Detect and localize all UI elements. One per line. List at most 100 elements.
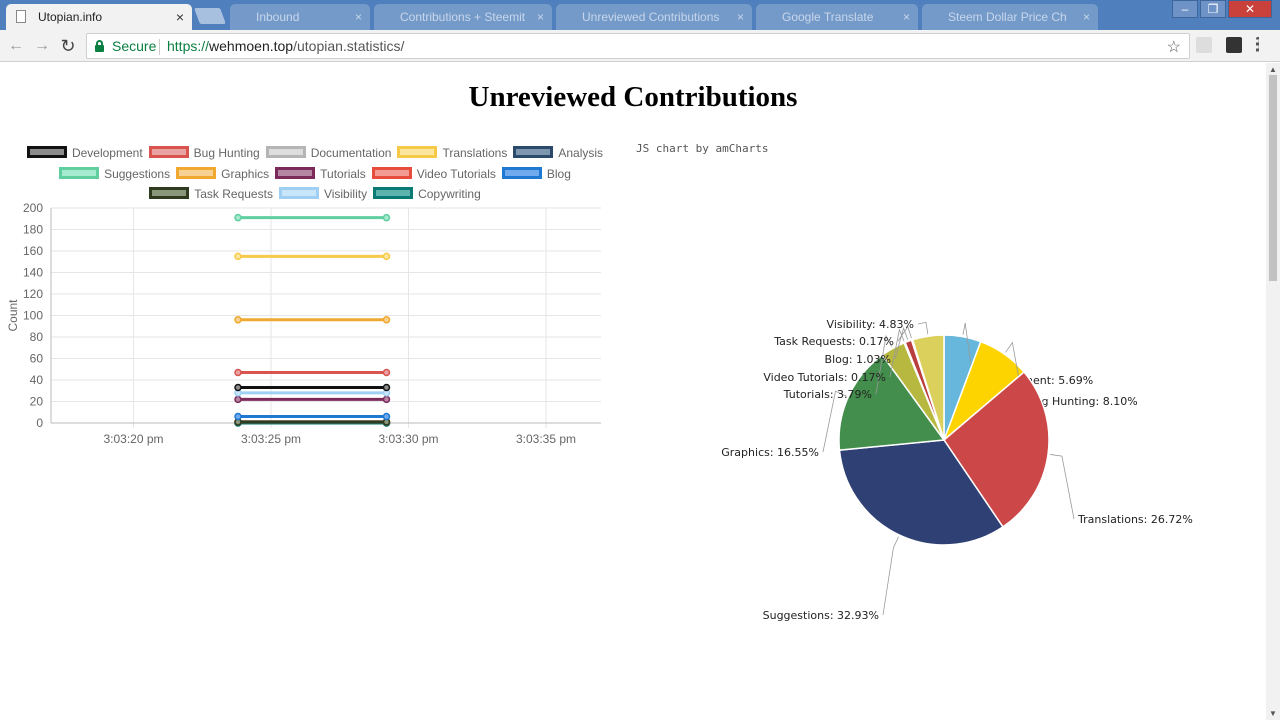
legend-item[interactable]: Blog — [501, 164, 571, 185]
legend-item[interactable]: Graphics — [176, 164, 269, 185]
data-point[interactable] — [234, 368, 242, 377]
chart-credit[interactable]: JS chart by amCharts — [636, 142, 769, 155]
page-scrollbar[interactable]: ▲ ▼ — [1266, 63, 1280, 720]
data-point[interactable] — [234, 316, 242, 324]
legend-item[interactable]: Analysis — [513, 143, 603, 164]
extension-icon[interactable] — [1196, 37, 1212, 53]
close-tab-icon[interactable]: × — [354, 10, 362, 24]
tab-background-3[interactable]: Unreviewed Contributions × — [556, 4, 752, 30]
page-content: Unreviewed Contributions Development Bug … — [0, 63, 1266, 720]
pie-slice[interactable] — [911, 334, 945, 441]
pie-slice[interactable] — [943, 370, 1050, 528]
y-tick-label: 0 — [36, 416, 43, 430]
pie-label-connector — [917, 321, 929, 335]
close-tab-icon[interactable]: × — [902, 10, 910, 24]
pie-slice[interactable] — [838, 353, 946, 451]
scrollbar-thumb[interactable] — [1269, 75, 1277, 281]
close-tab-icon[interactable]: × — [1082, 10, 1090, 24]
data-point[interactable] — [234, 213, 242, 222]
legend-label: Copywriting — [418, 187, 481, 201]
data-point[interactable] — [234, 395, 242, 404]
data-point[interactable] — [382, 213, 391, 222]
legend-item[interactable]: Translations — [397, 143, 507, 164]
tab-background-5[interactable]: Steem Dollar Price Ch × — [922, 4, 1098, 30]
bookmark-star-icon[interactable]: ☆ — [1166, 39, 1181, 56]
legend-item[interactable]: Tutorials — [275, 164, 366, 185]
legend-swatch — [373, 187, 414, 199]
data-point[interactable] — [382, 252, 391, 261]
legend-label: Video Tutorials — [416, 166, 496, 181]
legend-item[interactable]: Video Tutorials — [371, 164, 496, 185]
legend-item[interactable]: Suggestions — [59, 164, 170, 185]
url-scheme: https:// — [167, 38, 210, 54]
legend-swatch — [265, 146, 306, 158]
data-point[interactable] — [234, 252, 242, 261]
pie-slice-label: Visibility: 4.83% — [827, 318, 914, 331]
lock-icon — [95, 40, 104, 52]
y-tick-label: 80 — [30, 330, 44, 344]
legend-item[interactable]: Copywriting — [373, 184, 481, 205]
tab-utopian[interactable]: Utopian.info × — [6, 4, 192, 30]
data-point[interactable] — [382, 395, 391, 404]
data-point[interactable] — [382, 383, 391, 392]
scroll-up-icon[interactable]: ▲ — [1269, 65, 1277, 74]
y-tick-label: 200 — [23, 201, 43, 215]
close-window-button[interactable]: ✕ — [1228, 0, 1272, 18]
data-point[interactable] — [234, 383, 242, 392]
minimize-button[interactable]: ‒ — [1172, 0, 1198, 18]
forward-button[interactable]: → — [34, 37, 50, 54]
x-tick-label: 3:03:25 pm — [241, 432, 301, 446]
legend-item[interactable]: Visibility — [278, 184, 368, 205]
menu-icon[interactable] — [1256, 37, 1262, 53]
pie-slice-label: Task Requests: 0.17% — [773, 335, 894, 348]
y-tick-label: 60 — [30, 352, 44, 366]
legend-label: Visibility — [323, 187, 368, 201]
tab-background-2[interactable]: Contributions + Steemit × — [374, 4, 552, 30]
close-tab-icon[interactable]: × — [175, 9, 184, 25]
y-tick-label: 20 — [30, 395, 44, 409]
tab-background-1[interactable]: Inbound × — [230, 4, 370, 30]
legend-swatch — [501, 166, 542, 179]
pie-chart: Development: 5.69%Bug Hunting: 8.10%Tran… — [721, 318, 1193, 622]
y-tick-label: 140 — [23, 266, 43, 280]
url-text[interactable]: https://wehmoen.top/utopian.statistics/ — [167, 38, 404, 54]
legend-swatch — [513, 146, 554, 158]
data-point[interactable] — [382, 316, 391, 324]
back-button[interactable]: ← — [8, 37, 24, 54]
legend-label: Blog — [546, 166, 571, 181]
tab-background-4[interactable]: Google Translate × — [756, 4, 918, 30]
data-point[interactable] — [382, 412, 391, 421]
tab-title: Inbound — [256, 10, 300, 24]
scroll-down-icon[interactable]: ▼ — [1269, 709, 1277, 718]
browser-toolbar: ← → ↻ Secure https://wehmoen.top/utopian… — [0, 30, 1280, 62]
window-controls: ‒ ❐ ✕ — [1172, 0, 1272, 20]
legend-item[interactable]: Development — [26, 143, 143, 164]
y-tick-label: 180 — [23, 223, 43, 237]
tab-title: Contributions + Steemit — [400, 10, 526, 24]
new-tab-button[interactable] — [194, 8, 226, 24]
pie-slice[interactable] — [838, 439, 1004, 546]
page-title: Unreviewed Contributions — [468, 81, 798, 113]
extension-icon[interactable] — [1226, 37, 1242, 53]
y-tick-label: 160 — [23, 244, 43, 258]
reload-button[interactable]: ↻ — [60, 36, 76, 56]
legend-swatch — [148, 146, 189, 158]
legend-swatch — [59, 166, 100, 179]
legend-label: Bug Hunting — [193, 146, 260, 160]
close-tab-icon[interactable]: × — [536, 10, 544, 24]
legend-item[interactable]: Documentation — [265, 143, 391, 164]
data-point[interactable] — [234, 412, 242, 421]
legend-swatch — [26, 146, 67, 158]
y-tick-label: 40 — [30, 373, 44, 387]
legend-item[interactable]: Bug Hunting — [148, 143, 260, 164]
close-tab-icon[interactable]: × — [736, 10, 744, 24]
data-point[interactable] — [382, 368, 391, 377]
pie-label-connector — [1049, 454, 1075, 520]
y-tick-label: 120 — [23, 287, 43, 301]
legend-item[interactable]: Task Requests — [149, 184, 273, 205]
pie-slice-label: Suggestions: 32.93% — [763, 609, 879, 622]
address-bar[interactable]: Secure https://wehmoen.top/utopian.stati… — [86, 33, 1190, 59]
pie-slice-label: Translations: 26.72% — [1077, 513, 1193, 526]
legend-swatch — [149, 187, 190, 199]
restore-button[interactable]: ❐ — [1200, 0, 1226, 18]
